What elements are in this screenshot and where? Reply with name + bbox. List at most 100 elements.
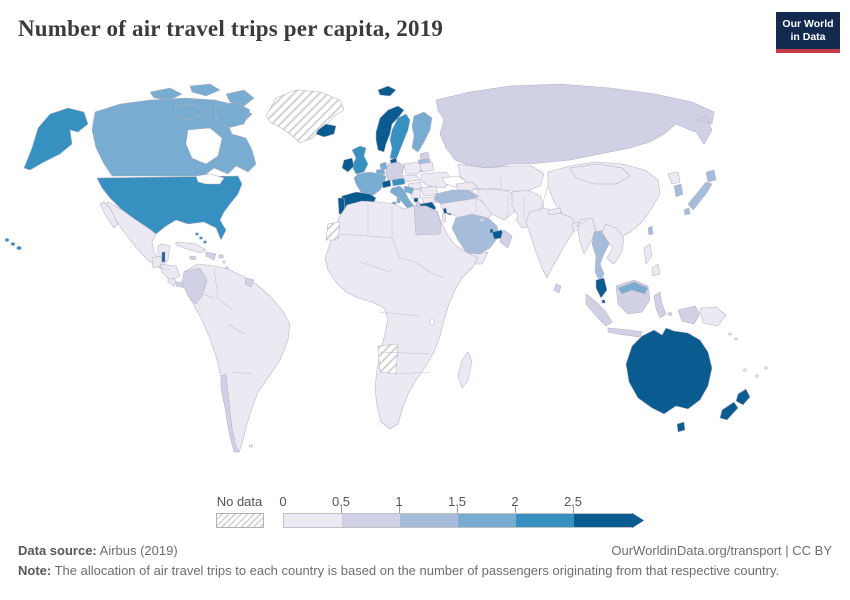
country-belize[interactable] (161, 251, 166, 263)
country-united-kingdom[interactable] (351, 145, 369, 175)
country-new-zealand-north[interactable] (735, 388, 751, 406)
country-chile[interactable] (220, 373, 240, 453)
country-finland[interactable] (411, 111, 433, 153)
country-puerto-rico[interactable] (218, 254, 224, 259)
legend-bin-1[interactable] (342, 514, 400, 527)
country-norway[interactable] (375, 105, 405, 153)
country-greenland[interactable] (265, 89, 345, 144)
country-philippines-1[interactable] (643, 243, 653, 265)
country-russia[interactable] (435, 83, 715, 169)
legend-bin-2[interactable] (400, 514, 458, 527)
country-antilles-1[interactable] (222, 260, 226, 264)
country-bahamas-2[interactable] (199, 236, 203, 240)
country-kuwait[interactable] (479, 217, 485, 223)
country-pacific-island-3[interactable] (764, 366, 768, 370)
country-bahamas-3[interactable] (203, 240, 207, 244)
country-japan-hokkaido[interactable] (705, 169, 717, 183)
country-austria[interactable] (391, 177, 406, 187)
country-usa-alaska[interactable] (23, 107, 89, 171)
country-hispaniola[interactable] (205, 251, 217, 261)
country-philippines-2[interactable] (651, 263, 661, 277)
country-north-korea[interactable] (667, 171, 681, 185)
country-singapore[interactable] (601, 299, 606, 304)
country-croatia[interactable] (403, 185, 415, 195)
legend-bin-4[interactable] (516, 514, 574, 527)
legend-bin-5[interactable] (574, 514, 632, 527)
country-bahamas-1[interactable] (195, 232, 199, 236)
country-honduras-nicaragua[interactable] (159, 263, 181, 281)
country-poland[interactable] (403, 161, 423, 175)
country-french-guiana[interactable] (244, 277, 255, 288)
country-mexico-baja[interactable] (99, 201, 119, 229)
country-mongolia[interactable] (569, 163, 631, 185)
country-japan-kyushu[interactable] (683, 207, 691, 216)
country-madagascar[interactable] (457, 351, 473, 389)
country-ukraine[interactable] (419, 171, 453, 189)
country-western-sahara[interactable] (325, 221, 341, 241)
country-iceland[interactable] (315, 123, 337, 138)
region-levant-iraq[interactable] (439, 197, 493, 221)
country-myanmar[interactable] (577, 217, 597, 255)
country-ireland[interactable] (341, 157, 355, 173)
country-jamaica[interactable] (189, 255, 197, 261)
country-taiwan[interactable] (647, 225, 654, 236)
country-pacific-island-2[interactable] (755, 374, 759, 378)
country-belarus[interactable] (419, 161, 435, 173)
country-falklands[interactable] (249, 444, 253, 448)
country-norway-svalbard[interactable] (377, 85, 397, 97)
country-australia[interactable] (625, 327, 713, 415)
country-canada-island-2[interactable] (189, 83, 221, 97)
country-indonesia-moluccas[interactable] (667, 312, 673, 316)
region-caucasus[interactable] (455, 181, 479, 193)
owid-logo[interactable]: Our World in Data (776, 12, 840, 54)
region-indochina[interactable] (601, 223, 625, 265)
country-canada-baffin[interactable] (215, 101, 251, 129)
country-pacific-island-1[interactable] (743, 368, 747, 372)
country-israel[interactable] (441, 212, 447, 223)
country-indonesia-sulawesi[interactable] (653, 291, 667, 319)
country-romania[interactable] (419, 185, 439, 197)
country-colombia[interactable] (181, 267, 208, 305)
country-egypt[interactable] (413, 205, 442, 236)
country-switzerland[interactable] (381, 179, 392, 189)
country-nepal[interactable] (547, 207, 562, 216)
country-south-korea[interactable] (673, 183, 684, 198)
country-india[interactable] (525, 207, 577, 279)
country-france-corsica[interactable] (396, 197, 401, 204)
country-usa-hawaii-2[interactable] (10, 242, 16, 246)
legend-bin-3[interactable] (458, 514, 516, 527)
country-indonesia-papua[interactable] (677, 305, 701, 325)
country-namibia[interactable] (377, 343, 399, 375)
country-canada-island-1[interactable] (149, 87, 183, 101)
country-solomon-2[interactable] (734, 337, 738, 341)
country-sri-lanka[interactable] (553, 283, 562, 294)
country-usa-hawaii-1[interactable] (4, 238, 10, 242)
country-canada-victoria[interactable] (175, 103, 203, 121)
country-new-zealand-south[interactable] (719, 401, 739, 421)
country-indonesia-sumatra[interactable] (585, 293, 613, 327)
country-qatar[interactable] (489, 228, 494, 234)
country-lebanon[interactable] (442, 207, 448, 215)
rights-link[interactable]: OurWorldinData.org/transport | CC BY (611, 543, 832, 558)
country-estonia[interactable] (419, 151, 430, 161)
legend-bin-0[interactable] (284, 514, 342, 527)
country-solomon-1[interactable] (728, 332, 732, 336)
country-indonesia-java[interactable] (607, 327, 643, 338)
country-japan-honshu[interactable] (687, 181, 713, 211)
legend-bar: 0 0.5 1 1.5 2 2.5 (279, 493, 653, 531)
country-australia-tasmania[interactable] (676, 421, 686, 433)
country-cuba[interactable] (175, 241, 207, 254)
no-data-swatch[interactable] (216, 513, 264, 528)
country-costa-rica[interactable] (167, 277, 177, 287)
region-africa[interactable] (324, 200, 479, 430)
country-mexico[interactable] (105, 201, 171, 269)
country-malaysia[interactable] (595, 277, 608, 299)
country-usa-hawaii-3[interactable] (16, 245, 22, 251)
country-east-malaysia[interactable] (617, 281, 649, 295)
country-canada-island-3[interactable] (225, 89, 255, 107)
country-papua-new-guinea[interactable] (699, 306, 727, 327)
country-saudi-arabia[interactable] (451, 213, 500, 257)
country-oman[interactable] (499, 229, 513, 249)
country-france[interactable] (353, 171, 387, 197)
country-montenegro[interactable] (413, 197, 419, 203)
